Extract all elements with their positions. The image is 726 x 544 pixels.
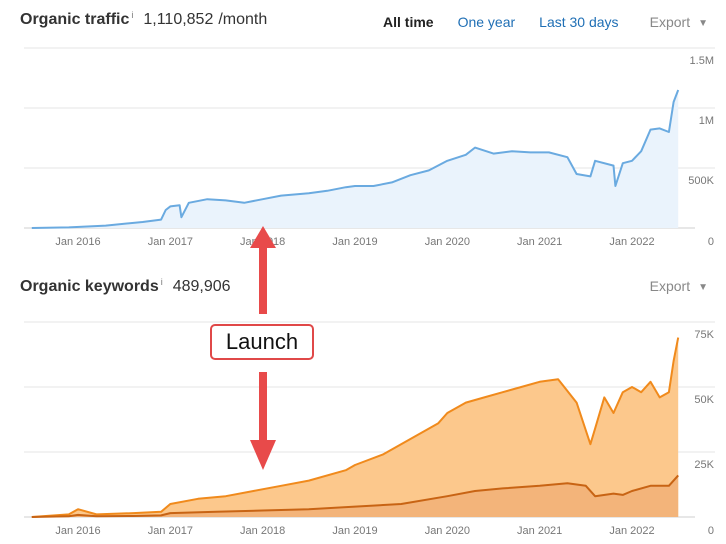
traffic-x-tick-label: Jan 2019 xyxy=(332,236,377,248)
keywords-info-icon[interactable]: i xyxy=(160,277,163,287)
tab-one-year[interactable]: One year xyxy=(457,14,516,30)
keywords-x-tick-label: Jan 2018 xyxy=(240,525,285,537)
traffic-x-tick-label: Jan 2020 xyxy=(425,236,470,248)
traffic-y-tick-label: 1.5M xyxy=(690,55,714,67)
keywords-x-tick-label: Jan 2021 xyxy=(517,525,562,537)
tab-all-time[interactable]: All time xyxy=(383,14,434,30)
keywords-x-tick-label: Jan 2017 xyxy=(148,525,193,537)
keywords-title: Organic keywords xyxy=(20,278,159,295)
keywords-series-1-area xyxy=(31,475,679,517)
keywords-y-tick-label: 0 xyxy=(708,525,714,537)
traffic-unit: /month xyxy=(218,11,268,28)
keywords-y-tick-label: 25K xyxy=(694,459,714,471)
traffic-info-icon[interactable]: i xyxy=(131,10,134,20)
traffic-value: 1,110,852 xyxy=(143,11,214,28)
keywords-y-tick-label: 75K xyxy=(694,329,714,341)
traffic-export-button[interactable]: Export ▼ xyxy=(650,14,708,30)
traffic-series-0-line xyxy=(31,89,680,229)
traffic-title: Organic traffic xyxy=(20,11,130,28)
launch-label: Launch xyxy=(225,329,299,354)
chevron-down-icon: ▼ xyxy=(698,282,708,293)
traffic-x-tick-label: Jan 2022 xyxy=(609,236,654,248)
traffic-header: Organic traffic i 1,110,852 /month xyxy=(20,10,268,29)
keywords-x-tick-label: Jan 2016 xyxy=(55,525,100,537)
traffic-x-tick-label: Jan 2017 xyxy=(148,236,193,248)
launch-annotation: Launch xyxy=(210,324,314,360)
keywords-value: 489,906 xyxy=(172,278,231,295)
tab-last-30-days[interactable]: Last 30 days xyxy=(539,14,619,30)
keywords-y-tick-label: 50K xyxy=(694,394,714,406)
keywords-export-button[interactable]: Export ▼ xyxy=(650,278,708,294)
keywords-x-tick-label: Jan 2020 xyxy=(425,525,470,537)
traffic-series-0-area xyxy=(31,90,679,228)
traffic-x-tick-label: Jan 2016 xyxy=(55,236,100,248)
keywords-export-label: Export xyxy=(649,278,691,294)
traffic-y-tick-label: 1M xyxy=(699,115,714,127)
keywords-series-0-area xyxy=(31,337,679,517)
keywords-x-tick-label: Jan 2019 xyxy=(332,525,377,537)
traffic-export-label: Export xyxy=(649,14,691,30)
time-range-tabs: All time One year Last 30 days xyxy=(383,14,643,30)
traffic-y-tick-label: 500K xyxy=(688,175,714,187)
chevron-down-icon: ▼ xyxy=(698,18,708,29)
keywords-header: Organic keywords i 489,906 xyxy=(20,277,231,296)
keywords-series-0-line xyxy=(31,337,680,518)
keywords-series-1-line xyxy=(31,474,679,518)
traffic-x-tick-label: Jan 2021 xyxy=(517,236,562,248)
keywords-x-tick-label: Jan 2022 xyxy=(609,525,654,537)
traffic-y-tick-label: 0 xyxy=(708,236,714,248)
